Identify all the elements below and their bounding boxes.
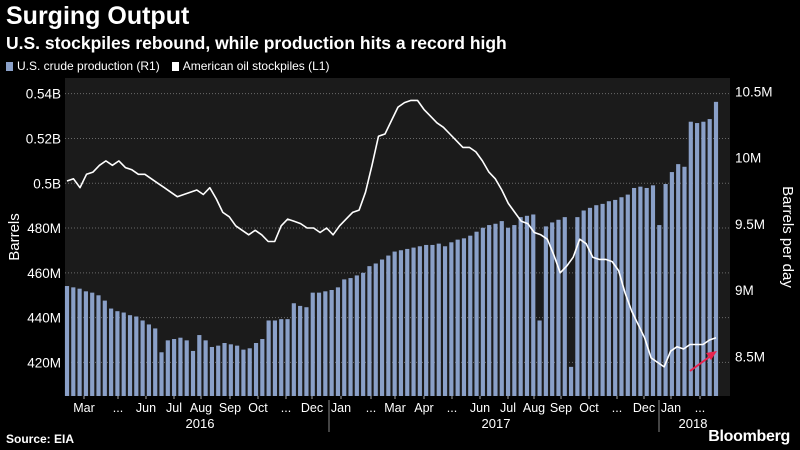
left-tick-label: 440M xyxy=(27,311,61,326)
left-tick-label: 0.54B xyxy=(26,87,61,102)
x-year-label: 2016 xyxy=(186,416,215,431)
x-month-label: ... xyxy=(447,401,457,415)
x-month-label: Mar xyxy=(384,401,406,415)
x-month-label: Oct xyxy=(248,401,268,415)
right-tick-label: 9M xyxy=(735,283,754,298)
chart-subtitle: U.S. stockpiles rebound, while productio… xyxy=(6,33,507,53)
x-month-label: Apr xyxy=(414,401,433,415)
x-month-label: ... xyxy=(695,401,705,415)
right-tick-label: 10M xyxy=(735,151,761,166)
x-year-label: 2017 xyxy=(482,416,511,431)
right-tick-label: 8.5M xyxy=(735,349,765,364)
right-tick-label: 10.5M xyxy=(735,84,773,99)
x-month-label: ... xyxy=(366,401,376,415)
legend-swatch-production xyxy=(6,61,13,71)
legend-label-production: U.S. crude production (R1) xyxy=(17,59,160,73)
x-month-label: Mar xyxy=(73,401,95,415)
x-month-label: Oct xyxy=(579,401,599,415)
right-axis-title: Barrels per day xyxy=(779,186,796,288)
left-axis-title: Barrels xyxy=(6,213,23,261)
x-month-label: Sep xyxy=(219,401,241,415)
source-note: Source: EIA xyxy=(6,432,75,446)
left-tick-label: 0.52B xyxy=(26,131,61,146)
legend-swatch-stockpiles xyxy=(171,61,179,71)
x-month-label: ... xyxy=(612,401,622,415)
x-month-label: Aug xyxy=(190,401,212,415)
left-tick-label: 460M xyxy=(27,266,61,281)
left-tick-label: 420M xyxy=(27,355,61,370)
x-month-label: ... xyxy=(281,401,291,415)
left-tick-label: 0.5B xyxy=(33,176,61,191)
chart-title: Surging Output xyxy=(6,2,190,30)
right-tick-label: 9.5M xyxy=(735,217,765,232)
plot-area xyxy=(65,78,730,396)
x-month-label: Dec xyxy=(633,401,655,415)
x-month-label: Sep xyxy=(550,401,572,415)
x-month-label: ... xyxy=(113,401,123,415)
x-month-label: Jun xyxy=(470,401,490,415)
x-month-label: Dec xyxy=(301,401,323,415)
x-month-label: Aug xyxy=(523,401,545,415)
bloomberg-logo: Bloomberg xyxy=(708,428,790,445)
x-month-label: Jun xyxy=(136,401,156,415)
legend: U.S. crude production (R1) American oil … xyxy=(6,59,341,73)
legend-item-stockpiles: American oil stockpiles (L1) xyxy=(171,59,330,73)
x-month-label: Jul xyxy=(500,401,516,415)
x-year-label: 2018 xyxy=(679,416,708,431)
legend-item-production: U.S. crude production (R1) xyxy=(6,59,160,73)
left-tick-label: 480M xyxy=(27,221,61,236)
x-month-label: Jan xyxy=(331,401,351,415)
legend-label-stockpiles: American oil stockpiles (L1) xyxy=(182,59,330,73)
x-month-label: Jul xyxy=(166,401,182,415)
x-month-label: Jan xyxy=(661,401,681,415)
